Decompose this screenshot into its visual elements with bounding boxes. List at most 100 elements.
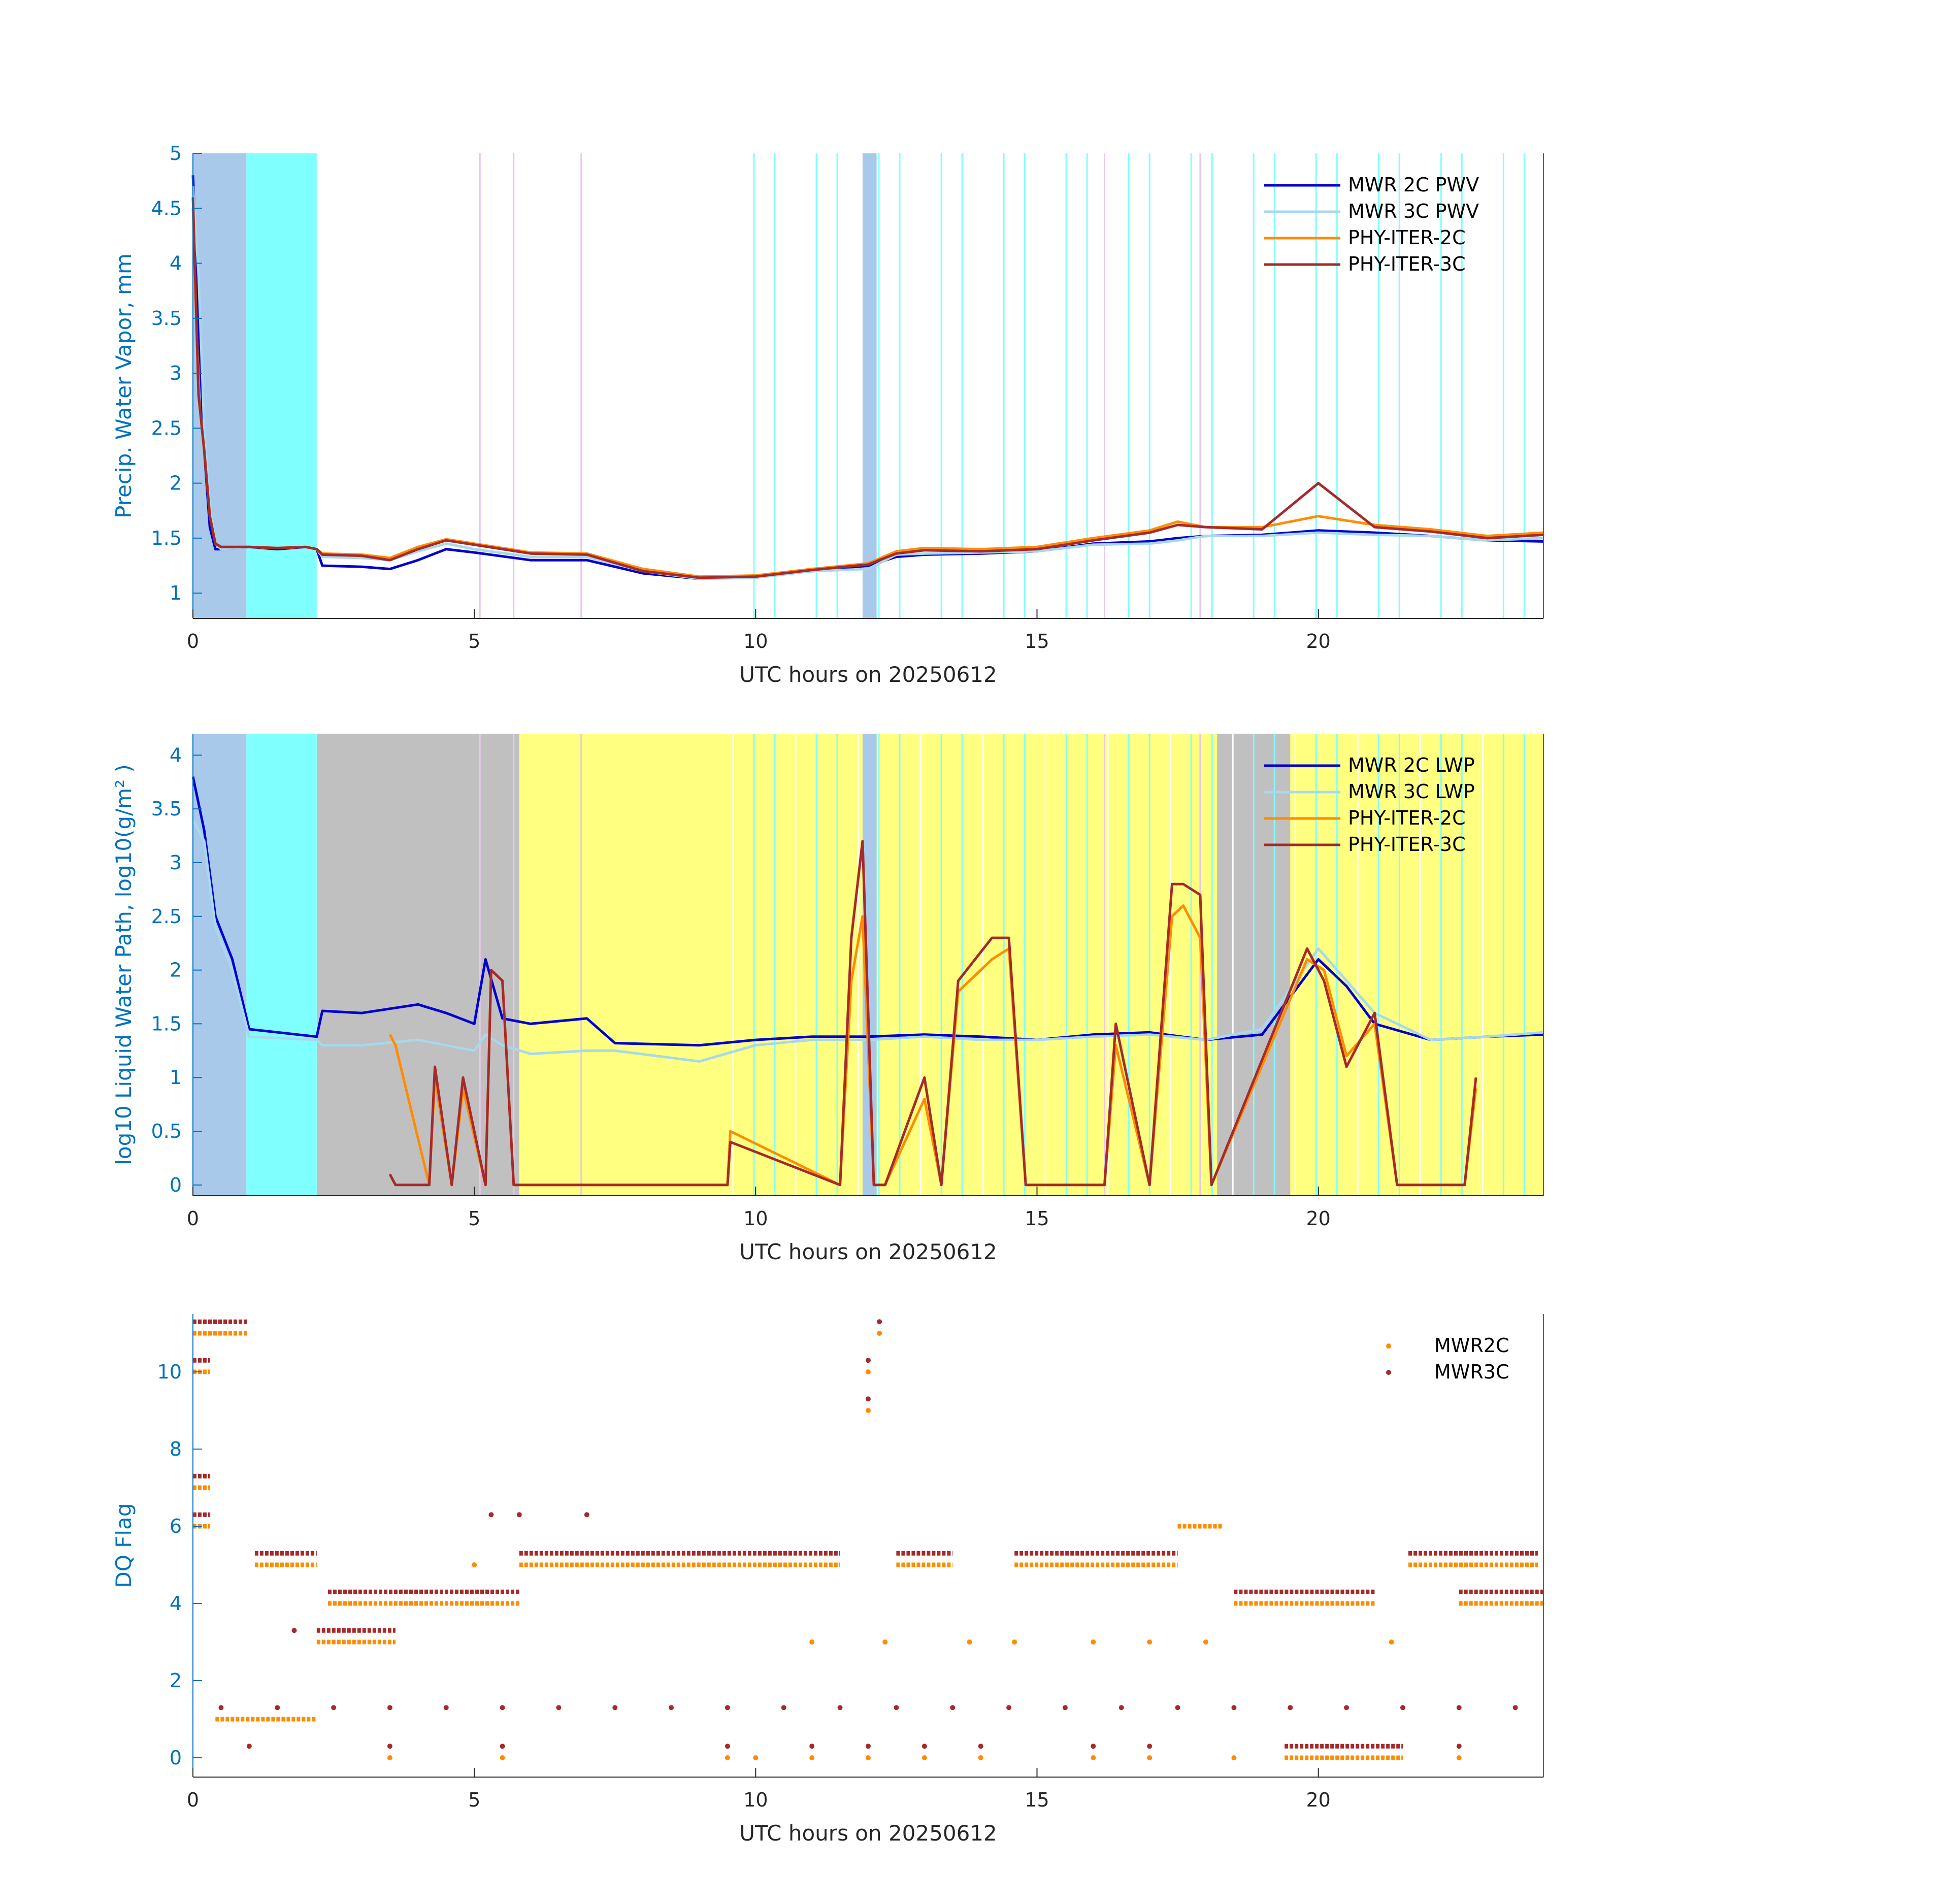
dq-point [967,1639,972,1645]
dq-point [1012,1639,1017,1645]
dq-point [809,1639,815,1645]
dq-point [387,1744,392,1749]
pwv-x-ticks: 0 5 10 15 20 [187,630,1331,652]
gray-band [316,734,519,1196]
dq-x-ticks: 0 5 10 15 20 [187,1789,1331,1811]
dq-point [1456,1755,1462,1760]
y-tick-label: 2.5 [151,905,182,928]
dq-point [472,1562,477,1567]
dq-point [894,1705,899,1711]
x-tick-label: 0 [187,1789,199,1811]
dq-point [246,1744,252,1749]
dq-point [978,1744,983,1749]
x-axis-label: UTC hours on 20250612 [739,1821,997,1846]
y-tick-label: 2 [170,1669,182,1692]
dq-point [809,1755,815,1760]
dq-point [781,1705,786,1711]
dq-point [1147,1755,1153,1760]
y-axis-label: Precip. Water Vapor, mm [111,253,136,518]
dq-point [387,1705,392,1711]
y-axis-label: DQ Flag [111,1503,136,1588]
dq-point [275,1705,280,1711]
pwv-panel: 0 5 10 15 20 1 1.5 2 2.5 3 3.5 4 4.5 5 U… [111,142,1544,687]
y-tick-label: 3 [170,362,182,384]
dq-point [1091,1755,1096,1760]
dq-point [1456,1705,1462,1711]
series-line [388,840,1477,1187]
x-tick-label: 5 [468,1207,480,1230]
x-tick-label: 20 [1306,1789,1330,1811]
y-tick-label: 0.5 [151,1120,182,1142]
y-tick-label: 10 [157,1361,182,1383]
dq-point [669,1705,674,1711]
y-tick-label: 0 [170,1747,182,1769]
dq-point [556,1705,562,1711]
lwp-axes [192,734,1544,1196]
cyan-band [246,153,317,618]
y-tick-label: 6 [170,1515,182,1537]
series-line [191,197,1544,579]
dq-point [1147,1744,1153,1749]
pwv-axes [192,153,1544,619]
legend-label: PHY-ITER-3C [1348,833,1466,856]
x-tick-label: 0 [187,630,199,652]
dq-point [1203,1639,1208,1645]
lwp-legend: MWR 2C LWP MWR 3C LWP PHY-ITER-2C PHY-IT… [1264,754,1475,856]
legend-label: PHY-ITER-2C [1348,807,1466,829]
dq-point [866,1358,871,1363]
yellow-band [519,734,1544,1196]
lwp-x-ticks: 0 5 10 15 20 [187,1207,1331,1230]
dq-point [500,1744,505,1749]
dq-point [218,1705,224,1711]
dq-point [387,1755,392,1760]
dq-point [1288,1705,1293,1711]
x-axis-label: UTC hours on 20250612 [739,662,997,687]
legend-label: MWR 3C PWV [1348,200,1479,222]
dq-point [1400,1705,1405,1711]
y-tick-label: 3 [170,851,182,874]
dq-point [1389,1639,1394,1645]
dq-point [516,1512,522,1518]
dq-point [837,1705,843,1711]
dq-point [921,1755,927,1760]
dq-point [443,1705,449,1711]
legend-label: PHY-ITER-3C [1348,253,1466,275]
dq-point [1512,1705,1518,1711]
x-tick-label: 5 [468,1789,480,1811]
x-tick-label: 20 [1306,630,1330,652]
y-tick-label: 4 [170,744,182,766]
y-tick-label: 2 [170,472,182,495]
dq-point [978,1755,983,1760]
lwp-y-ticks: 0 0.5 1 1.5 2 2.5 3 3.5 4 [151,744,182,1196]
x-tick-label: 10 [743,1207,768,1230]
pwv-y-ticks: 1 1.5 2 2.5 3 3.5 4 4.5 5 [151,142,182,604]
dq-point [725,1755,730,1760]
dq-point [291,1628,297,1633]
dq-point [331,1705,337,1711]
y-tick-label: 1.5 [151,1012,182,1035]
pwv-bands [193,153,1525,618]
dq-point [877,1319,882,1325]
legend-label: MWR 2C LWP [1348,754,1475,776]
dq-point [1344,1705,1349,1711]
dq-point [612,1705,618,1711]
lwp-series [191,776,1544,1187]
dq-point [488,1512,494,1518]
x-axis-label: UTC hours on 20250612 [739,1239,997,1264]
dq-point [500,1705,505,1711]
dq-point [584,1512,589,1518]
legend-label: MWR 2C PWV [1348,174,1479,196]
x-tick-label: 15 [1025,630,1049,652]
dq-point [950,1705,956,1711]
dq-point [725,1744,730,1749]
y-tick-label: 4 [170,1592,182,1615]
blue-band [862,153,877,618]
y-tick-label: 2.5 [151,417,182,439]
x-tick-label: 15 [1025,1207,1049,1230]
dq-point [866,1369,871,1374]
dq-point [1175,1705,1180,1711]
y-tick-label: 2 [170,959,182,981]
x-tick-label: 20 [1306,1207,1330,1230]
dq-point [1456,1744,1462,1749]
